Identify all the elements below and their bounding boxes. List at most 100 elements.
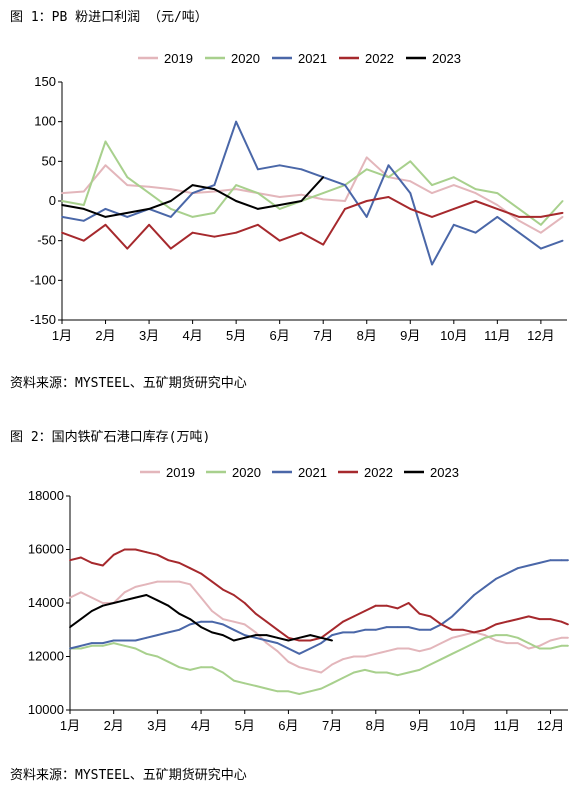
data-point-2019 [243, 623, 246, 626]
y-tick-label: -100 [30, 272, 56, 287]
x-tick-label: 9月 [400, 328, 420, 343]
x-tick-label: 9月 [409, 718, 429, 733]
y-tick-label: 50 [42, 153, 56, 168]
data-point-2023 [156, 599, 159, 602]
data-point-2020 [90, 644, 93, 647]
figure1-source: 资料来源：MYSTEEL、五矿期货研究中心 [10, 376, 247, 391]
data-point-2023 [189, 618, 192, 620]
data-point-2019 [167, 580, 170, 583]
figure2-title: 图 2：国内铁矿石港口库存(万吨) [10, 430, 211, 445]
data-point-2022 [540, 216, 542, 218]
data-point-2019 [134, 586, 137, 588]
x-tick-label: 11月 [494, 718, 521, 733]
data-point-2022 [213, 235, 216, 238]
data-point-2020 [516, 636, 519, 639]
data-point-2020 [82, 204, 85, 206]
legend-label: 2022 [364, 465, 393, 480]
legend-entry-2022: 2022 [339, 51, 394, 66]
data-point-2021 [365, 216, 368, 218]
data-point-2022 [440, 623, 443, 626]
data-point-2022 [82, 239, 85, 242]
legend-entry-2020: 2020 [205, 51, 260, 66]
data-point-2021 [549, 559, 552, 562]
data-point-2019 [451, 636, 454, 639]
data-point-2021 [265, 639, 268, 642]
data-point-2022 [407, 602, 410, 604]
data-point-2021 [342, 631, 344, 634]
data-point-2021 [61, 216, 63, 218]
data-point-2022 [473, 631, 475, 634]
x-tick-label: 1月 [60, 718, 80, 733]
data-point-2021 [243, 634, 246, 636]
y-tick-label: 12000 [28, 649, 64, 664]
data-point-2021 [298, 652, 301, 655]
legend-label: 2020 [232, 465, 261, 480]
data-point-2021 [169, 216, 172, 218]
data-point-2020 [495, 634, 497, 636]
y-tick-label: 150 [34, 74, 56, 89]
data-point-2021 [385, 626, 388, 628]
data-point-2019 [409, 180, 412, 183]
data-point-2020 [211, 666, 213, 669]
data-point-2021 [69, 647, 71, 650]
data-point-2023 [80, 618, 82, 620]
data-point-2020 [365, 168, 368, 171]
data-point-2019 [567, 636, 569, 639]
legend-label: 2021 [298, 465, 327, 480]
data-point-2020 [364, 669, 366, 671]
data-point-2022 [123, 548, 126, 551]
data-point-2019 [61, 192, 63, 195]
data-point-2020 [101, 644, 104, 647]
data-point-2022 [549, 618, 552, 620]
x-tick-label: 8月 [357, 328, 377, 343]
data-point-2021 [505, 572, 508, 575]
data-point-2019 [123, 591, 126, 594]
data-point-2022 [235, 231, 238, 234]
data-point-2019 [440, 642, 443, 644]
data-point-2021 [387, 164, 390, 167]
data-point-2022 [211, 580, 213, 583]
data-point-2022 [167, 559, 170, 562]
data-point-2019 [505, 642, 508, 644]
data-point-2022 [567, 623, 569, 626]
x-tick-label: 4月 [191, 718, 211, 733]
data-point-2022 [257, 223, 259, 226]
data-point-2022 [254, 612, 257, 615]
data-point-2022 [243, 602, 246, 604]
data-point-2023 [287, 639, 290, 642]
data-point-2019 [549, 639, 552, 642]
data-point-2021 [353, 631, 355, 634]
data-point-2021 [407, 626, 410, 628]
x-tick-label: 12月 [527, 328, 554, 343]
data-point-2019 [222, 618, 224, 620]
data-point-2023 [126, 212, 129, 214]
data-point-2021 [484, 586, 486, 588]
data-point-2019 [213, 190, 216, 193]
data-point-2021 [518, 231, 520, 234]
data-point-2021 [309, 647, 312, 650]
data-point-2022 [112, 553, 115, 556]
data-point-2019 [495, 639, 497, 642]
data-point-2023 [232, 639, 235, 642]
data-point-2023 [322, 176, 325, 179]
data-point-2023 [298, 636, 301, 639]
data-point-2021 [409, 192, 412, 195]
data-point-2022 [429, 615, 432, 618]
data-point-2020 [126, 176, 129, 179]
data-point-2023 [222, 634, 224, 636]
data-point-2019 [462, 634, 465, 636]
data-point-2020 [429, 663, 432, 666]
data-point-2020 [418, 669, 421, 671]
data-point-2019 [265, 642, 268, 644]
series-line-2021 [61, 120, 563, 266]
data-point-2019 [278, 196, 281, 198]
data-point-2023 [276, 636, 279, 639]
data-point-2023 [178, 612, 181, 615]
legend-entry-2023: 2023 [404, 465, 459, 480]
data-point-2019 [561, 216, 564, 218]
data-point-2021 [396, 626, 399, 628]
data-point-2019 [211, 610, 213, 612]
data-point-2019 [309, 669, 312, 671]
data-point-2022 [451, 628, 454, 631]
data-point-2022 [518, 216, 520, 218]
